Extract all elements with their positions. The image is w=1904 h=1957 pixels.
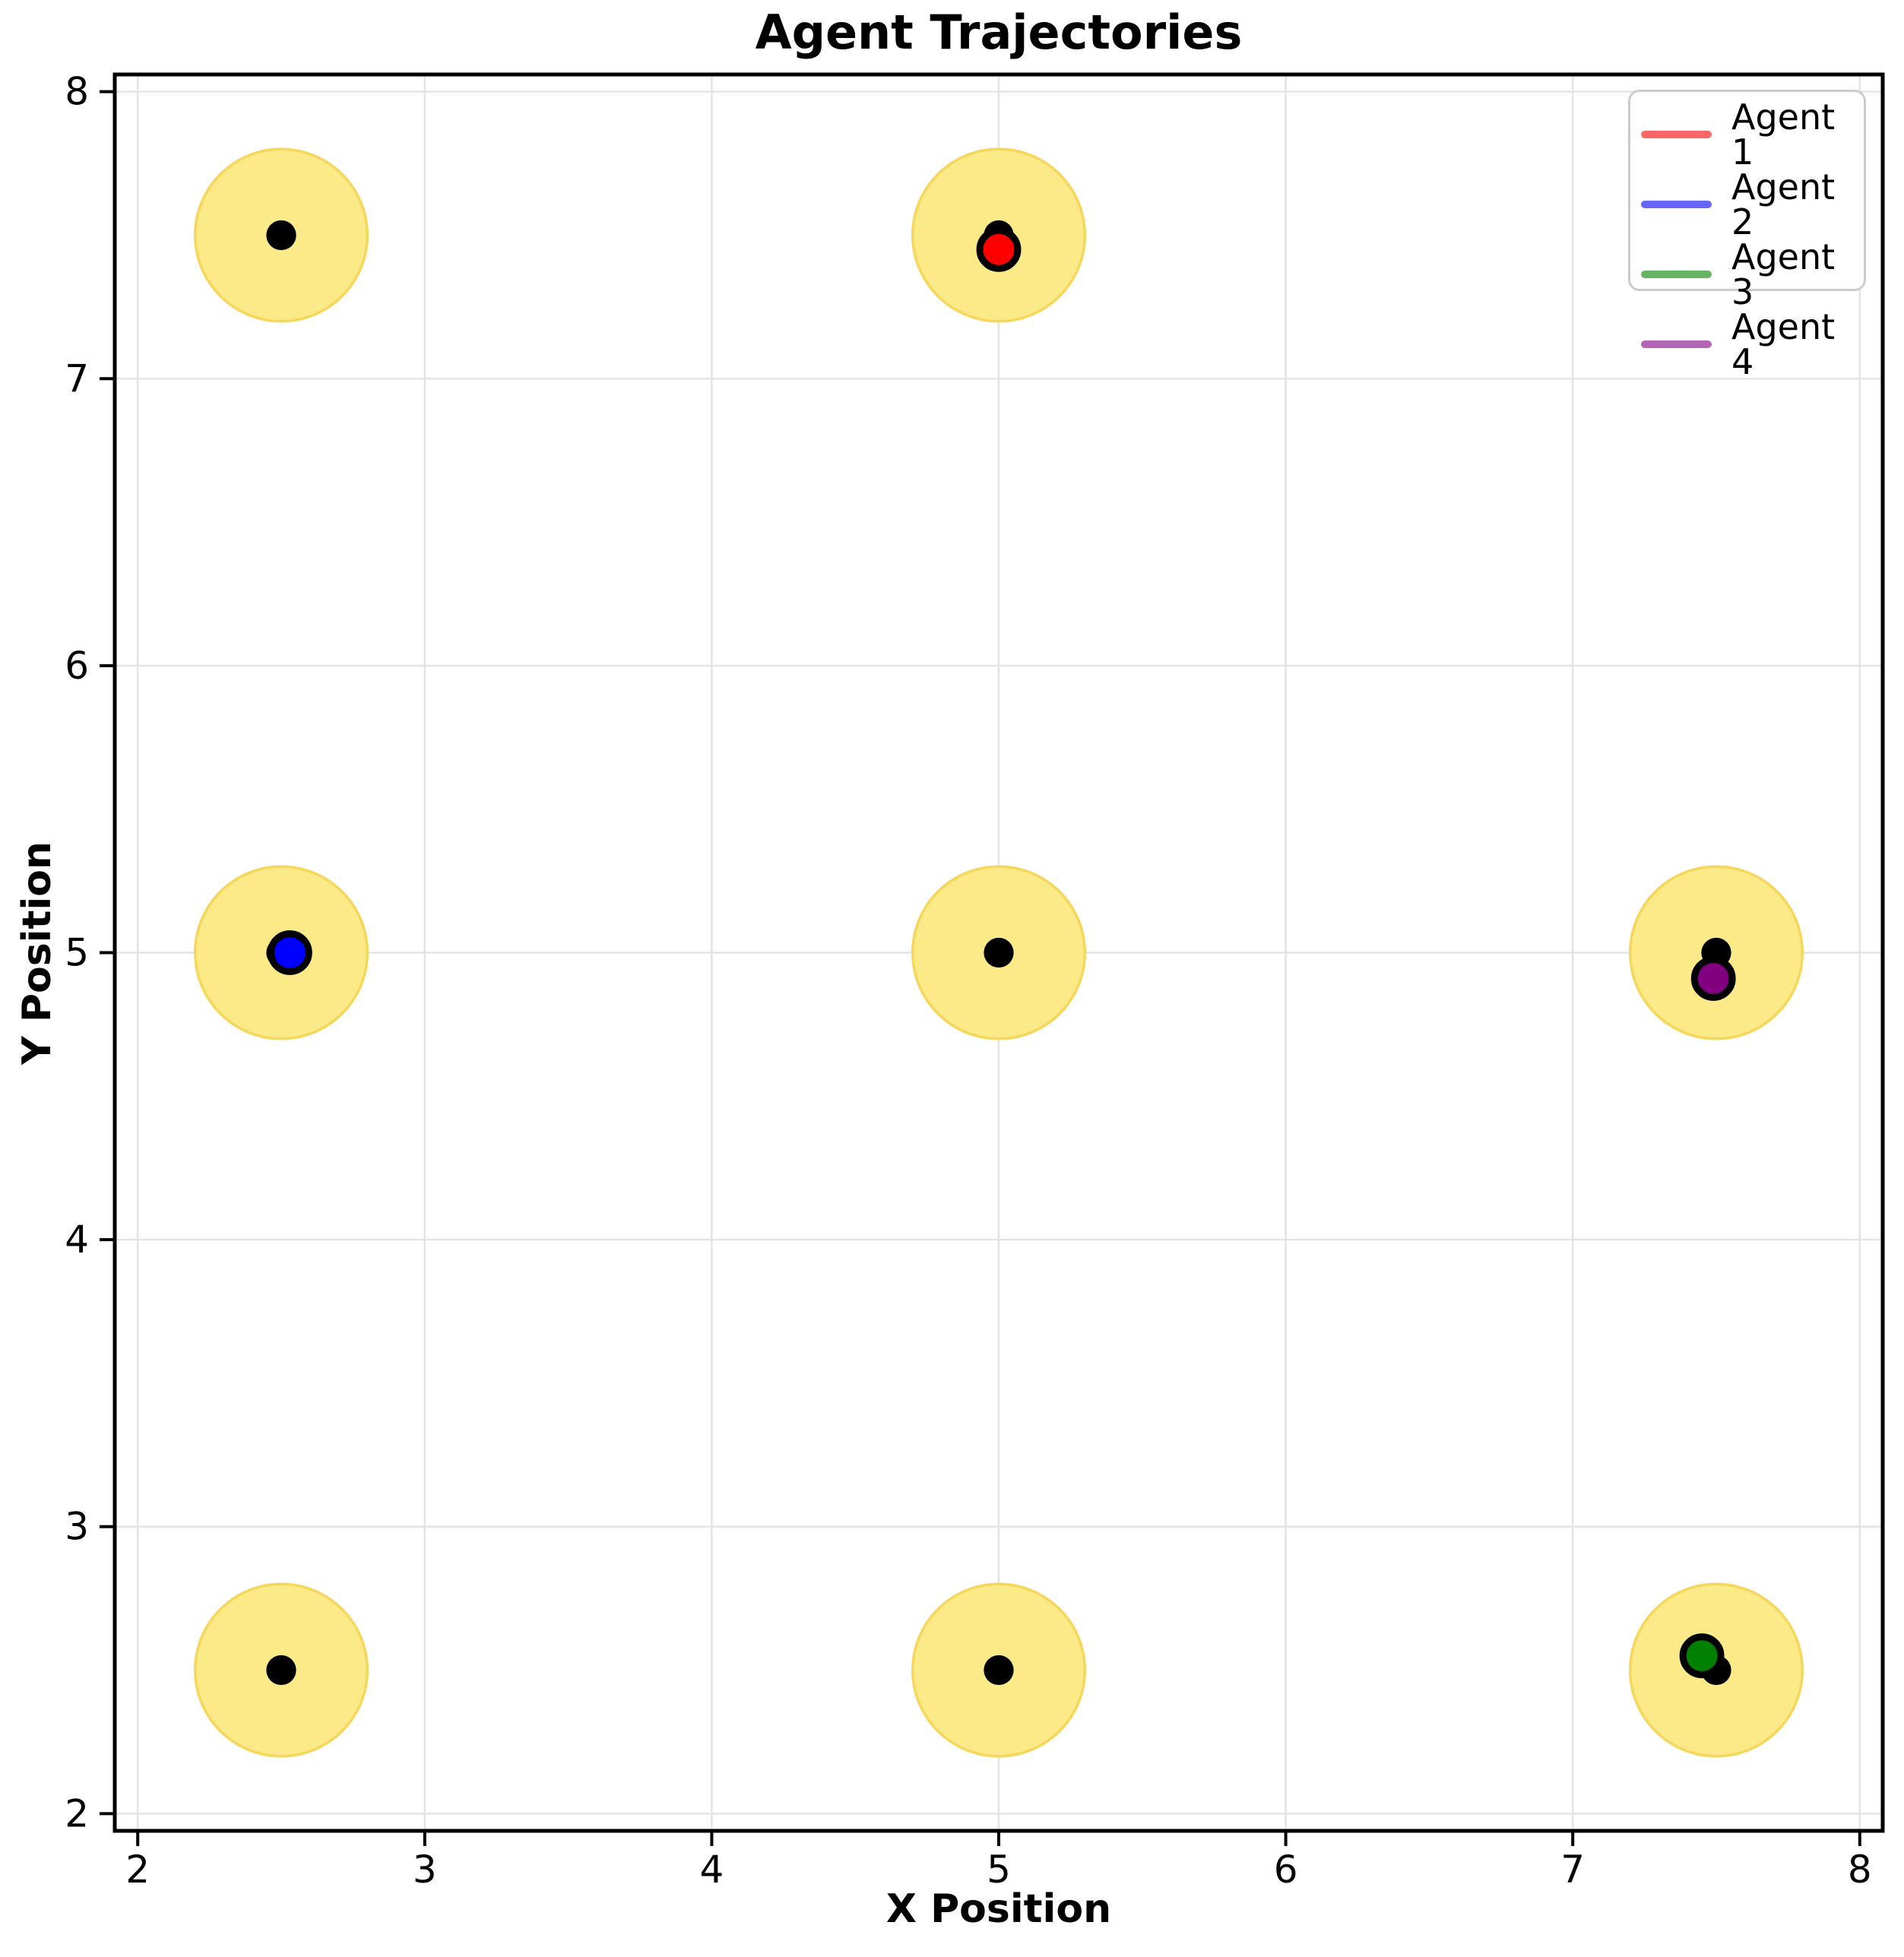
agent-marker-4 <box>1690 956 1736 1001</box>
x-tick-label: 6 <box>1274 1848 1298 1892</box>
landmark-center-dot <box>266 220 296 251</box>
x-tick-label: 2 <box>125 1848 150 1892</box>
y-tick-label: 5 <box>65 931 89 975</box>
legend-entry-2: Agent 2 <box>1641 169 1864 239</box>
y-tick-label: 3 <box>65 1505 89 1549</box>
legend-label: Agent 3 <box>1731 236 1836 312</box>
y-axis-label: Y Position <box>14 841 60 1065</box>
x-tick-label: 7 <box>1560 1848 1585 1892</box>
landmark-center-dot <box>266 1655 296 1686</box>
y-tick-label: 2 <box>65 1791 89 1835</box>
legend-line-swatch <box>1641 201 1712 208</box>
legend-label: Agent 2 <box>1731 166 1836 242</box>
legend-line-swatch <box>1641 271 1712 278</box>
y-tick-label: 4 <box>65 1218 89 1262</box>
agent-marker-3 <box>1679 1633 1725 1679</box>
agent-marker-1 <box>976 226 1022 272</box>
y-tick-label: 6 <box>65 644 89 688</box>
legend-entry-1: Agent 1 <box>1641 100 1864 169</box>
y-tick-label: 8 <box>65 70 89 114</box>
x-tick-label: 8 <box>1848 1848 1872 1892</box>
legend-line-swatch <box>1641 340 1712 348</box>
x-tick-label: 5 <box>987 1848 1011 1892</box>
landmark-center-dot <box>984 1655 1014 1686</box>
legend-line-swatch <box>1641 131 1712 138</box>
agent-marker-2 <box>267 930 312 975</box>
chart-title: Agent Trajectories <box>755 5 1243 60</box>
legend-label: Agent 4 <box>1731 306 1836 382</box>
y-tick-label: 7 <box>65 356 89 401</box>
legend-entry-3: Agent 3 <box>1641 239 1864 309</box>
legend-entry-4: Agent 4 <box>1641 309 1864 379</box>
legend-label: Agent 1 <box>1731 97 1836 173</box>
landmark-center-dot <box>984 937 1014 968</box>
x-tick-label: 4 <box>699 1848 724 1892</box>
legend: Agent 1 Agent 2 Agent 3 Agent 4 <box>1628 90 1866 379</box>
x-axis-label: X Position <box>885 1886 1112 1932</box>
x-tick-label: 3 <box>413 1848 437 1892</box>
axes-spines <box>112 72 1885 1833</box>
